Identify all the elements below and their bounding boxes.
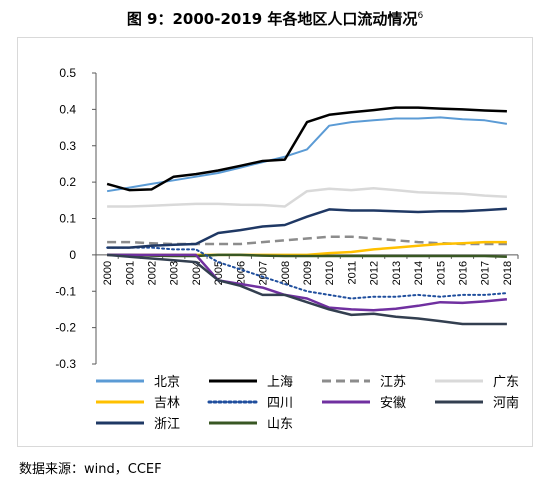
legend-label: 江苏 [380,374,406,390]
chart-series [106,106,508,326]
legend-label: 山东 [267,417,293,432]
legend-item-吉林: 吉林 [96,396,180,411]
series-line-江苏 [107,235,507,246]
legend-item-安徽: 安徽 [322,396,406,411]
series-line-上海 [106,106,507,192]
chart-axes: 0.5 0.4 0.3 0.2 0.1 0 -0.1 -0.2 -0.3 2000 2001 2002… [55,66,519,371]
x-tick-label: 2008 [280,261,292,285]
legend-item-河南: 河南 [435,395,519,411]
x-tick-label: 2012 [369,261,381,285]
y-tick-label: 0 [69,248,76,262]
y-tick-label: 0.5 [59,66,76,80]
series-line-北京 [106,116,508,193]
legend-item-江苏: 江苏 [322,374,406,390]
series-line-四川 [106,246,508,300]
legend-label: 广东 [493,375,519,390]
y-tick-label: -0.3 [55,357,76,371]
legend-item-上海: 上海 [209,375,293,390]
series-line-安徽 [107,253,508,312]
series-line-浙江 [107,207,507,249]
x-tick-label: 2013 [391,261,403,285]
series-line-广东 [107,187,507,208]
y-tick-label: 0.2 [59,175,76,189]
x-tick-label: 2000 [102,261,114,285]
series-line-河南 [106,253,507,326]
chart-title: 图 9：2000-2019 年各地区人口流动情况6 [0,8,550,29]
chart-frame [17,37,533,447]
x-tick-label: 2017 [480,261,492,285]
legend-item-广东: 广东 [435,375,519,390]
source-note: 数据来源：wind，CCEF [19,462,162,477]
footnote-marker: 6 [417,11,424,21]
y-tick-label: 0.3 [59,139,76,153]
legend-item-浙江: 浙江 [96,417,180,432]
legend-item-四川: 四川 [207,396,293,411]
legend-label: 浙江 [154,417,180,432]
x-tick-label: 2006 [235,261,247,285]
legend-label: 吉林 [154,396,180,411]
x-tick-label: 2011 [346,261,358,285]
legend-label: 河南 [493,395,519,411]
x-tick-label: 2014 [413,261,425,285]
legend-label: 上海 [267,375,293,390]
x-tick-label: 2003 [169,261,181,285]
legend-item-山东: 山东 [209,417,293,432]
x-tick-label: 2018 [502,261,514,285]
x-tick-label: 2010 [324,261,336,285]
legend-label: 北京 [154,375,180,390]
y-tick-label: 0.1 [59,212,76,226]
x-tick-label: 2009 [302,261,314,285]
y-tick-label: -0.1 [55,284,76,298]
legend-item-北京: 北京 [96,375,180,390]
legend-label: 安徽 [380,396,406,411]
x-tick-label: 2001 [124,261,136,285]
y-tick-label: 0.4 [59,102,76,116]
chart-title-text: 图 9：2000-2019 年各地区人口流动情况 [126,10,418,28]
x-tick-label: 2015 [435,261,447,285]
legend-label: 四川 [267,396,293,411]
x-tick-label: 2016 [457,261,469,285]
y-tick-label: -0.2 [55,321,76,335]
x-tick-label: 2002 [147,261,159,285]
x-tick-label: 2007 [258,261,270,285]
